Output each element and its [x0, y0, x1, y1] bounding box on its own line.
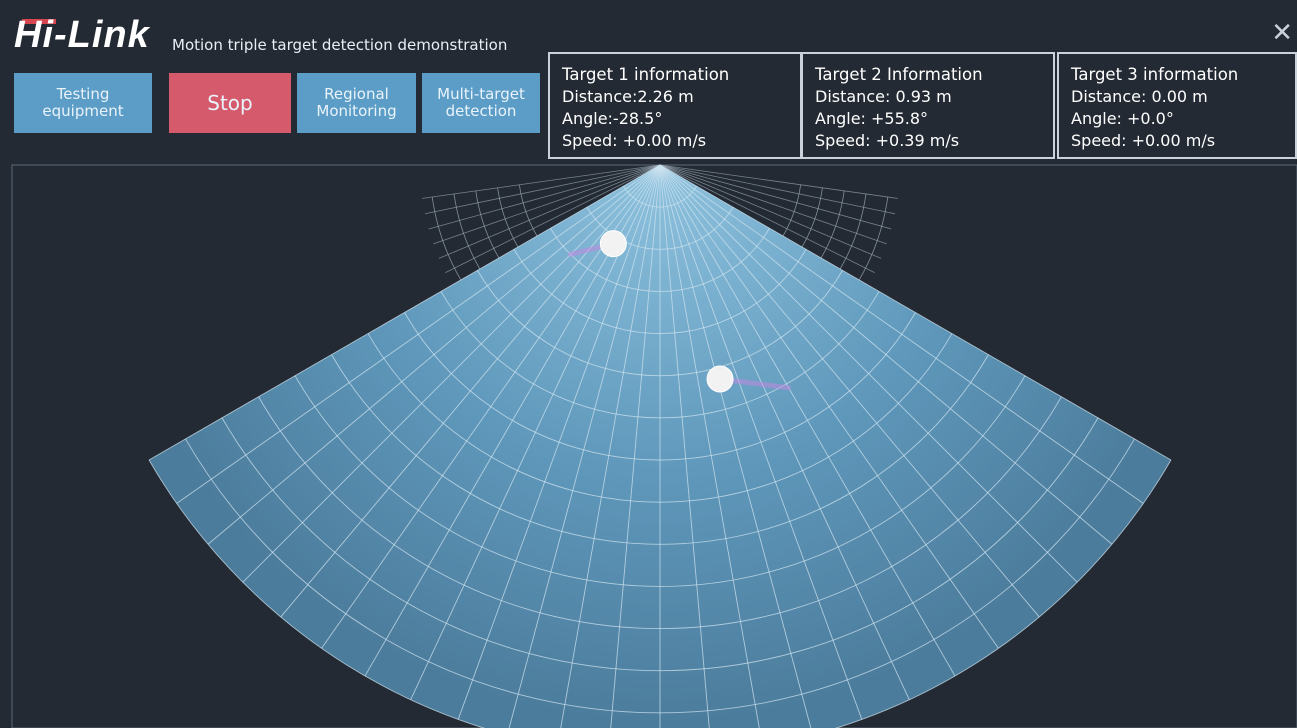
- outer-grid-line: [659, 164, 875, 273]
- sector-grid-line: [659, 164, 710, 728]
- sector-grid-line: [280, 164, 661, 618]
- regional-monitoring-button[interactable]: Regional Monitoring: [297, 73, 416, 133]
- target-1-title: Target 1 information: [562, 65, 730, 84]
- app-title: Motion triple target detection demonstra…: [172, 36, 508, 54]
- sector-grid-line: [457, 164, 661, 720]
- target-3-angle: Angle: +0.0°: [1071, 109, 1174, 128]
- sector-grid-line: [659, 164, 812, 728]
- outer-grid-line: [659, 164, 892, 230]
- sector-grid-line: [659, 164, 999, 649]
- target-2-marker: [599, 230, 627, 258]
- target-3-speed: Speed: +0.00 m/s: [1071, 131, 1216, 150]
- outer-grid-line: [422, 164, 661, 199]
- radar-frame: [11, 164, 1297, 728]
- sector-grid-line: [659, 164, 1078, 583]
- sector-grid-line: [659, 164, 760, 728]
- sector-grid-line: [242, 164, 661, 583]
- stop-button[interactable]: Stop: [169, 73, 291, 133]
- target-2-angle: Angle: +55.8°: [815, 109, 929, 128]
- radar-view: [11, 164, 1297, 728]
- testing-equipment-button[interactable]: Testing equipment: [14, 73, 152, 133]
- sector-grid-line: [207, 164, 661, 545]
- outer-grid-line: [424, 164, 661, 215]
- target-1-marker: [706, 365, 734, 393]
- sector-grid-line: [560, 164, 661, 728]
- hilink-logo: Hi-Link: [14, 14, 150, 56]
- header-bar: Hi-Link Motion triple target detection d…: [0, 0, 1297, 165]
- sector-grid-line: [659, 164, 1113, 545]
- target-1-info-panel: Target 1 information Distance:2.26 m Ang…: [548, 52, 802, 159]
- sector-grid-line: [659, 164, 863, 720]
- outer-grid-line: [428, 164, 661, 230]
- outer-grid-line: [433, 164, 661, 245]
- multi-target-detection-button[interactable]: Multi-target detection: [422, 73, 540, 133]
- sector-grid-line: [659, 164, 910, 700]
- sector-grid-line: [659, 164, 1172, 461]
- logo-accent: [22, 19, 56, 24]
- target-1-angle: Angle:-28.5°: [562, 109, 663, 128]
- outer-grid-line: [659, 164, 898, 199]
- target-3-title: Target 3 information: [1071, 65, 1239, 84]
- outer-grid-line: [659, 164, 887, 245]
- sector-grid-line: [508, 164, 661, 728]
- sector-grid-line: [610, 164, 661, 728]
- sector-grid-line: [148, 164, 661, 461]
- sector-grid-line: [659, 164, 1040, 618]
- target-1-distance: Distance:2.26 m: [562, 87, 694, 106]
- target-2-distance: Distance: 0.93 m: [815, 87, 952, 106]
- target-2-speed: Speed: +0.39 m/s: [815, 131, 960, 150]
- sector-grid-line: [659, 164, 1144, 504]
- sector-grid-line: [176, 164, 661, 504]
- targets-layer: [568, 230, 792, 393]
- sector-grid-ring: [148, 459, 1172, 728]
- target-2-title: Target 2 Information: [815, 65, 983, 84]
- target-3-info-panel: Target 3 information Distance: 0.00 m An…: [1057, 52, 1297, 159]
- sector-grid: [148, 164, 1172, 728]
- outer-grid-line: [659, 164, 896, 215]
- target-2-info-panel: Target 2 Information Distance: 0.93 m An…: [801, 52, 1055, 159]
- outer-grid-line: [659, 164, 882, 259]
- outer-grid-line: [445, 164, 661, 273]
- close-icon[interactable]: ✕: [1271, 18, 1293, 48]
- target-1-speed: Speed: +0.00 m/s: [562, 131, 707, 150]
- target-3-distance: Distance: 0.00 m: [1071, 87, 1208, 106]
- sector-grid-line: [659, 164, 956, 677]
- outer-grid-line: [438, 164, 661, 259]
